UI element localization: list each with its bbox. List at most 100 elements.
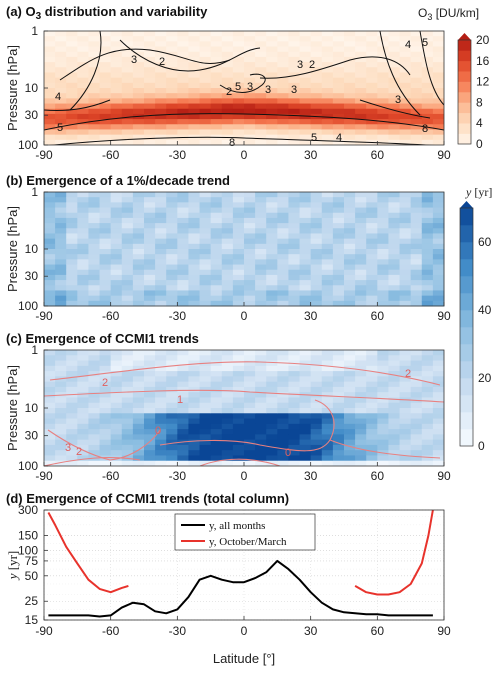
heatmap-a-cell: [310, 82, 323, 89]
heatmap-c-cell: [66, 350, 78, 356]
heatmap-c-cell: [55, 413, 67, 420]
heatmap-b-cell: [132, 259, 145, 266]
heatmap-c-cell: [288, 413, 301, 420]
heatmap-b-cell: [421, 280, 434, 286]
heatmap-c-cell: [432, 392, 444, 398]
heatmap-a-cell: [432, 56, 444, 63]
heatmap-c-cell: [410, 434, 423, 441]
heatmap-c-cell: [288, 423, 301, 430]
heatmap-b-cell: [377, 223, 389, 229]
heatmap-c-cell: [155, 413, 167, 420]
heatmap-c-cell: [255, 413, 267, 420]
heatmap-a-cell: [432, 31, 444, 37]
heatmap-c-cell: [310, 429, 323, 435]
heatmap-a-cell: [44, 124, 56, 130]
heatmap-c-cell: [366, 423, 378, 430]
heatmap-c-cell: [88, 365, 101, 372]
heatmap-a-cell: [432, 51, 444, 58]
heatmap-c-cell: [55, 397, 67, 404]
heatmap-a-cell: [44, 139, 56, 145]
heatmap-b-cell: [299, 217, 312, 224]
x-tick-label: 30: [304, 469, 318, 483]
x-tick-label: -60: [102, 148, 120, 162]
heatmap-c-cell: [188, 450, 201, 456]
heatmap-a-cell: [277, 36, 289, 42]
heatmap-c-cell: [55, 423, 67, 430]
heatmap-a-cell: [232, 103, 245, 110]
heatmap-c-cell: [344, 450, 356, 456]
heatmap-b-cell: [321, 300, 334, 307]
heatmap-b-cell: [99, 223, 112, 229]
heatmap-c-cell: [355, 450, 367, 456]
heatmap-a-cell: [199, 124, 212, 130]
heatmap-b-cell: [377, 254, 389, 260]
heatmap-b-cell: [377, 285, 389, 291]
heatmap-c-cell: [321, 355, 334, 362]
heatmap-c-cell: [99, 450, 112, 456]
heatmap-c-cell: [232, 392, 245, 398]
heatmap-a-cell: [355, 67, 367, 73]
heatmap-a-cell: [388, 124, 401, 130]
heatmap-b-cell: [55, 197, 67, 203]
heatmap-c-cell: [377, 360, 389, 367]
heatmap-c-cell: [377, 386, 389, 393]
heatmap-b-cell: [288, 238, 301, 245]
heatmap-c-cell: [355, 350, 367, 356]
heatmap-c-cell: [266, 423, 278, 430]
heatmap-c-cell: [399, 376, 412, 383]
heatmap-a-cell: [277, 88, 289, 94]
heatmap-a-cell: [110, 93, 123, 99]
heatmap-a-cell: [188, 139, 201, 145]
heatmap-b-cell: [155, 192, 167, 198]
heatmap-c-cell: [332, 434, 345, 441]
heatmap-b-cell: [410, 300, 423, 307]
x-tick-label: 60: [371, 624, 385, 638]
heatmap-a-cell: [144, 82, 156, 89]
heatmap-a-cell: [299, 46, 312, 53]
heatmap-a-cell: [88, 46, 101, 53]
heatmap-c-cell: [366, 455, 378, 462]
heatmap-c-cell: [199, 365, 212, 372]
colorbar-bc-segment: [460, 242, 473, 260]
heatmap-a-cell: [344, 31, 356, 37]
heatmap-c-cell: [277, 350, 289, 356]
heatmap-a-cell: [355, 62, 367, 68]
heatmap-c-cell: [344, 355, 356, 362]
heatmap-c-cell: [432, 402, 444, 409]
heatmap-a-cell: [55, 98, 67, 105]
heatmap-b-cell: [310, 269, 323, 276]
heatmap-b-cell: [288, 207, 301, 214]
heatmap-b-cell: [432, 254, 445, 260]
heatmap-a-cell: [221, 124, 234, 130]
heatmap-a-cell: [432, 46, 444, 53]
heatmap-a-cell: [177, 98, 189, 105]
heatmap-b-cell: [44, 295, 56, 302]
heatmap-b-cell: [144, 300, 156, 307]
heatmap-c-cell: [310, 350, 323, 356]
heatmap-b-cell: [77, 233, 89, 240]
heatmap-c-cell: [321, 455, 334, 462]
heatmap-c-cell: [321, 360, 334, 367]
heatmap-a-cell: [299, 88, 312, 94]
heatmap-c-cell: [99, 439, 112, 446]
heatmap-c-cell: [88, 371, 101, 377]
heatmap-a-cell: [88, 67, 101, 73]
heatmap-b-cell: [210, 233, 223, 240]
heatmap-a-cell: [399, 103, 412, 110]
colorbar-a-tick: 0: [476, 137, 483, 151]
heatmap-a-cell: [255, 31, 267, 37]
heatmap-a-cell: [288, 139, 301, 145]
y-tick-label: 15: [25, 613, 39, 627]
heatmap-c-cell: [55, 429, 67, 435]
heatmap-a-cell: [377, 98, 389, 105]
colorbar-bc-tick: 0: [478, 439, 485, 453]
heatmap-b-cell: [321, 295, 334, 302]
heatmap-b-cell: [244, 238, 256, 245]
heatmap-a-cell: [321, 98, 334, 105]
heatmap-b-cell: [344, 285, 356, 291]
contour-c-line: [49, 361, 441, 386]
heatmap-a-cell: [377, 103, 389, 110]
heatmap-a-cell: [277, 98, 289, 105]
heatmap-a-cell: [44, 31, 56, 37]
